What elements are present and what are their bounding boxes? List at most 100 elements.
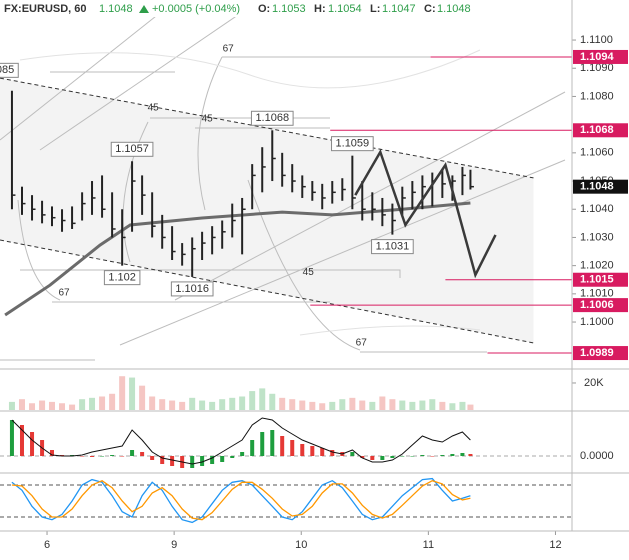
pitchfork-line <box>39 0 261 151</box>
volume-bar <box>139 385 146 410</box>
volume-bar <box>18 399 25 410</box>
macd-histogram <box>370 456 375 460</box>
fib-arc <box>197 56 223 211</box>
fib-arc <box>122 121 149 263</box>
volume-bar <box>209 401 216 410</box>
y-tick-label: 1.1090 <box>580 62 614 74</box>
macd-histogram <box>430 456 435 457</box>
macd-line <box>11 417 471 465</box>
macd-histogram <box>160 456 165 464</box>
open-label: O: <box>258 3 270 15</box>
drawing-tools <box>0 0 566 361</box>
macd-histogram <box>300 444 305 456</box>
macd-histogram <box>330 450 335 456</box>
y-tick-label: 1.1010 <box>580 288 614 300</box>
moving-average <box>4 201 471 317</box>
change: +0.0005 (+0.04%) <box>152 3 240 15</box>
macd-histogram <box>150 456 155 460</box>
macd-histogram <box>210 456 215 464</box>
y-tick-label: 1.1030 <box>580 231 614 243</box>
volume-bar <box>399 400 406 410</box>
macd-histogram <box>450 454 455 456</box>
separators <box>0 0 629 532</box>
macd-histogram <box>30 432 35 456</box>
price-tag-label: 1.0989 <box>580 347 614 359</box>
volume-bar <box>379 396 386 410</box>
stochastic-line <box>11 479 471 521</box>
price-tag-label: 1.1048 <box>580 181 614 193</box>
last-price: 1.1048 <box>99 3 133 15</box>
price-tag-label: 1.1015 <box>580 274 614 286</box>
volume-bar <box>369 401 376 410</box>
price-annotation: 1.102 <box>108 272 136 284</box>
volume-bar <box>429 399 436 410</box>
legend-background <box>0 0 482 17</box>
symbol: FX:EURUSD, 60 <box>4 3 87 15</box>
band-line <box>299 325 481 336</box>
volume-bar <box>299 400 306 410</box>
volume-bar <box>179 401 186 410</box>
volume-bar <box>439 401 446 410</box>
macd-histogram <box>280 436 285 456</box>
y-tick-label: 1.1080 <box>580 90 614 102</box>
price-annotation: 085 <box>0 64 14 76</box>
volume-bar <box>48 401 55 410</box>
macd-histogram <box>49 450 54 456</box>
macd-histogram <box>19 425 24 456</box>
macd-histogram <box>240 452 245 456</box>
up-arrow <box>139 5 149 13</box>
y-tick-label: 1.1100 <box>580 34 613 46</box>
fib-arc <box>17 199 61 301</box>
macd-histogram <box>468 454 473 456</box>
price-tag <box>573 272 628 287</box>
macd-histogram <box>400 456 405 457</box>
low-label: L: <box>370 3 380 15</box>
open-value: 1.1053 <box>272 3 306 15</box>
annotation-box <box>103 270 141 286</box>
price-tag <box>573 346 628 361</box>
volume-bar <box>339 399 346 410</box>
annotation-box <box>170 281 214 297</box>
fib-label: 67 <box>59 288 71 299</box>
macd-histogram <box>90 456 95 457</box>
annotation-box <box>110 141 154 157</box>
price-annotation: 1.1059 <box>336 138 370 150</box>
macd-histogram <box>380 456 385 460</box>
pitchfork-line <box>174 91 566 301</box>
price-tag-label: 1.1006 <box>580 299 614 311</box>
volume-bar <box>419 400 426 410</box>
price-tag <box>573 49 628 64</box>
volume-bar <box>449 403 456 410</box>
annotation-box <box>371 239 414 255</box>
fib-label: 45 <box>202 114 214 125</box>
price-tag-label: 1.1068 <box>580 124 614 136</box>
volume-bar <box>119 376 126 410</box>
volume-bar <box>189 397 196 410</box>
volume-bar <box>219 399 226 410</box>
macd-histogram <box>110 455 115 456</box>
y-tick-label: 1.1020 <box>580 260 614 272</box>
fib-label: 67 <box>223 44 235 55</box>
volume-bar <box>39 400 46 410</box>
volume-bar <box>467 404 474 410</box>
volume-bar <box>149 396 156 410</box>
price-annotation: 1.1016 <box>175 283 209 295</box>
price-annotation: 1.1057 <box>115 143 149 155</box>
price-tag <box>573 298 628 313</box>
volume-bar <box>89 397 96 410</box>
macd-histogram <box>440 455 445 456</box>
projection-path <box>354 149 497 279</box>
legend: FX:EURUSD, 60 1.1048 +0.0005 (+0.04%) O:… <box>0 0 482 17</box>
close-value: 1.1048 <box>437 3 471 15</box>
macd-histogram <box>230 456 235 458</box>
annotation-box <box>0 62 19 78</box>
volume-bar <box>459 401 466 410</box>
volume-bar <box>259 388 266 410</box>
macd-histogram <box>420 455 425 456</box>
macd-histogram <box>410 456 415 457</box>
volume-bar <box>199 400 206 410</box>
volume-bar <box>329 401 336 410</box>
volume-bar <box>69 404 76 410</box>
volume-bar <box>129 377 136 410</box>
